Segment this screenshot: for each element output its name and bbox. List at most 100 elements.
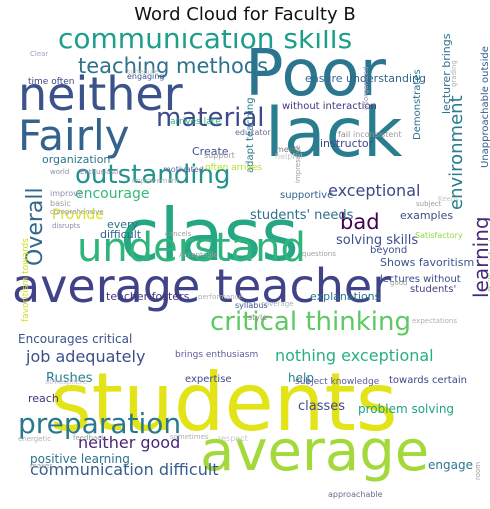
word-style: style <box>248 313 267 322</box>
word-helpful: helpful <box>275 152 302 161</box>
word-encourage: encourage <box>75 186 149 202</box>
word-lecturer-brings: lecturer brings <box>440 33 453 114</box>
word-communication-difficult: communication difficult <box>30 460 219 479</box>
word-supportive: supportive <box>280 190 333 201</box>
word-nothing-exceptional: nothing exceptional <box>275 346 434 365</box>
word-communication-skills: communication skills <box>58 30 352 55</box>
word-respect: respect <box>218 434 248 443</box>
word-shows-favoritism: Shows favoritism <box>380 256 474 269</box>
word-unapproachable-outside: Unapproachable outside <box>480 46 490 168</box>
word-fairly: Fairly <box>18 111 130 160</box>
word-unorganized: unorganized <box>362 67 370 110</box>
word-improvement: improvement <box>132 177 179 185</box>
word-encourages-critical: Encourages critical <box>18 332 132 346</box>
word-support: support <box>204 151 235 160</box>
word-job-adequately: job adequately <box>25 347 145 366</box>
word-keeps: Keeps <box>438 195 459 203</box>
word-motivated: motivated <box>163 165 204 174</box>
word-teaching-methods: teaching methods <box>78 54 268 78</box>
word-lack: lack <box>265 94 403 173</box>
word-classes: classes <box>298 399 345 414</box>
word-enthusiastic: Enthusiastic <box>80 168 123 176</box>
word-help: help <box>288 371 314 385</box>
word-neither: neither <box>18 67 183 121</box>
word-demonstrates: Demonstrates <box>412 69 423 140</box>
word-time-often: time often <box>28 77 74 87</box>
word-brilliant-lecturer: Brilliant lecturer <box>488 219 490 292</box>
word-teacher-fosters: teacher fosters <box>106 290 190 303</box>
word-feedback: feedback <box>73 434 106 442</box>
word-explanations: explanations <box>310 290 381 303</box>
word-instructor: instructor <box>320 137 374 150</box>
word-average-teacher: average teacher <box>12 259 391 313</box>
word-subject-knowledge: subject knowledge <box>295 377 380 387</box>
word-every: every <box>107 218 139 231</box>
word-rushes: Rushes <box>46 371 93 386</box>
word-satisfactory: Satisfactory <box>415 231 463 240</box>
word-learning: learning <box>469 216 490 298</box>
word-questions: questions <box>302 250 336 258</box>
chart-title: Word Cloud for Faculty B <box>134 4 356 25</box>
word-syllabus: syllabus <box>235 301 268 310</box>
word-students: students <box>50 356 398 449</box>
word-atmosphere: atmosphere <box>45 378 87 386</box>
word-lectures-without: lectures without <box>380 274 461 285</box>
word-create: Create <box>192 145 229 158</box>
word-fail: fail <box>338 130 350 139</box>
word-schedule: schedule <box>127 68 158 76</box>
word-expectations: expectations <box>412 317 457 325</box>
word-neither-good: neither good <box>78 433 180 452</box>
word-solving-skills: solving skills <box>336 233 418 248</box>
word-grading: grading <box>450 60 458 87</box>
word-average: average <box>200 419 429 484</box>
word-towards-certain: towards certain <box>389 375 467 386</box>
word-students-needs: students' needs <box>250 208 354 223</box>
word-engage: engage <box>428 458 473 472</box>
word-world: world <box>50 168 69 176</box>
word-disrupts: disrupts <box>52 222 81 230</box>
word-bad: bad <box>340 210 380 234</box>
word-examples: examples <box>400 209 453 222</box>
word-reach: reach <box>28 392 59 405</box>
word-positive-learning: positive learning <box>30 452 130 466</box>
word-approachable: approachable <box>328 490 383 499</box>
word-overall: Overall <box>23 187 48 266</box>
word-engaging: engaging <box>127 72 164 81</box>
word-exceptional: exceptional <box>328 181 420 200</box>
word-clear: Clear <box>30 50 48 58</box>
word-subject: subject <box>416 200 442 208</box>
word-makes: makes <box>30 462 53 470</box>
word-poor: Poor <box>245 37 387 111</box>
word-energetic: energetic <box>18 435 51 443</box>
word-acceptable: Acceptable <box>179 251 218 259</box>
word-arrives-late: arrives late <box>170 117 221 127</box>
word-students-: students' <box>410 284 456 295</box>
word-adapt-teaching: adapt teaching <box>245 97 256 173</box>
word-coverage: coverage <box>261 300 294 308</box>
word-expertise: expertise <box>185 374 232 385</box>
word-brings-enthusiasm: brings enthusiasm <box>175 350 258 360</box>
word-without-interaction: without interaction <box>282 101 377 112</box>
word-favoritism-towards: favoritism towards <box>21 238 31 322</box>
word-beyond: beyond <box>370 245 407 256</box>
word-basic: basic <box>50 199 71 208</box>
word-understand: understand <box>77 225 306 271</box>
word-outstanding: outstanding <box>75 160 230 190</box>
word-critical-thinking: critical thinking <box>210 307 411 337</box>
word-ensure-understanding: ensure understanding <box>305 72 426 85</box>
word-room: room <box>474 462 482 480</box>
word-often-arrives: often arrives <box>205 163 262 173</box>
word-problem-solving: problem solving <box>358 402 454 416</box>
word-good: good <box>390 279 407 287</box>
word-comprehensive: comprehensive <box>50 208 104 216</box>
word-performance: performance <box>198 293 243 301</box>
word-meets: meets <box>276 145 301 154</box>
word-sometimes: sometimes <box>170 433 209 441</box>
word-inconsistent: inconsistent <box>353 130 401 139</box>
word-educator: educator <box>235 128 271 137</box>
word-cancels: cancels <box>165 230 192 238</box>
word-organization: organization <box>42 153 110 166</box>
word-class: class <box>120 193 299 277</box>
word-difficult: difficult <box>100 228 142 241</box>
